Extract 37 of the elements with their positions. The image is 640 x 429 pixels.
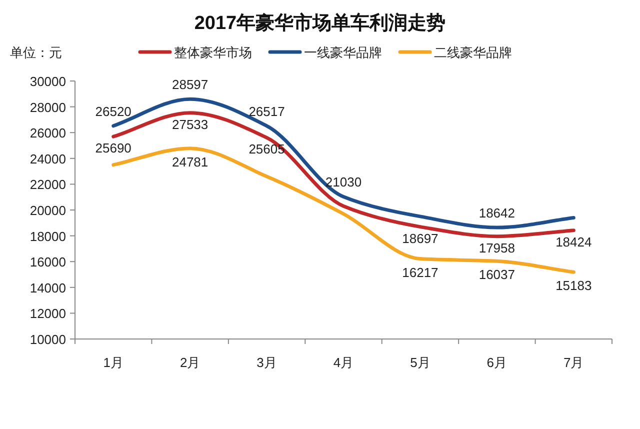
legend-label: 整体豪华市场 [174,45,252,60]
y-tick-label: 22000 [30,177,66,192]
y-tick-label: 12000 [30,306,66,322]
data-label: 16217 [402,264,438,280]
x-tick-label: 3月 [256,355,277,370]
legend-label: 二线豪华品牌 [434,45,512,60]
data-label: 18424 [556,234,592,250]
x-tick-label: 1月 [103,355,124,370]
x-tick-label: 7月 [564,355,584,370]
data-label: 18697 [402,230,438,246]
data-label: 16037 [478,267,516,282]
data-label: 15183 [556,278,592,294]
x-tick-label: 2月 [180,355,200,370]
legend-label: 一线豪华品牌 [304,45,382,60]
x-tick-label: 6月 [486,355,508,370]
data-label: 27533 [172,116,208,132]
y-tick-label: 30000 [30,74,66,89]
y-axis-title: 单位：元 [10,45,62,60]
x-tick-label: 4月 [333,355,354,370]
x-tick-label: 5月 [410,355,430,370]
y-tick-label: 20000 [30,203,66,218]
data-label: 24781 [172,154,208,170]
data-label: 26520 [95,104,132,119]
chart-title: 2017年豪华市场单车利润走势 [194,12,446,34]
data-label: 17958 [478,240,516,256]
y-tick-label: 24000 [30,151,66,166]
data-label: 18642 [478,206,516,221]
y-tick-label: 18000 [30,228,66,244]
y-tick-label: 16000 [30,254,66,270]
data-label: 26517 [248,104,285,119]
data-label: 28597 [172,77,208,92]
y-tick-label: 14000 [30,280,66,296]
y-tick-label: 26000 [30,126,66,141]
y-tick-label: 28000 [30,100,66,115]
data-label: 25690 [95,140,132,156]
y-tick-label: 10000 [30,332,66,347]
data-label: 21030 [325,174,362,190]
